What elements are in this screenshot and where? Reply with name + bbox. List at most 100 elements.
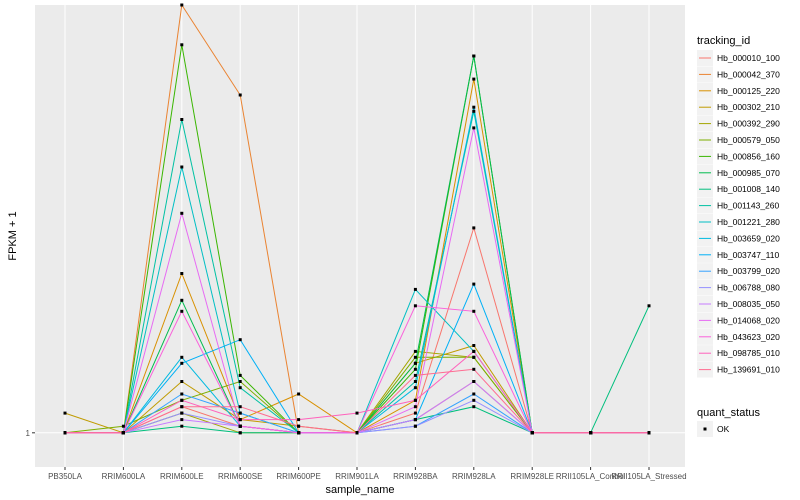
shape-legend-title: quant_status: [697, 407, 760, 419]
data-point: [413, 361, 417, 365]
data-point: [472, 105, 476, 109]
data-point: [647, 431, 651, 435]
legend-label: Hb_000125_220: [717, 86, 780, 96]
data-point: [238, 338, 242, 342]
data-point: [180, 418, 184, 422]
legend-label: Hb_001008_140: [717, 184, 780, 194]
data-point: [472, 109, 476, 113]
data-point: [297, 418, 301, 422]
legend-title: tracking_id: [697, 35, 750, 47]
data-point: [121, 424, 125, 428]
shape-legend-point: [703, 427, 707, 431]
data-point: [472, 392, 476, 396]
data-point: [472, 54, 476, 58]
data-point: [297, 424, 301, 428]
x-tick-label: RRIM600PE: [276, 472, 320, 481]
data-point: [238, 93, 242, 97]
data-point: [180, 411, 184, 415]
data-point: [472, 126, 476, 130]
data-point: [180, 405, 184, 409]
data-point: [413, 349, 417, 353]
data-point: [238, 424, 242, 428]
data-point: [238, 380, 242, 383]
x-tick-label: RRIM600SE: [218, 472, 262, 481]
data-point: [180, 165, 184, 169]
legend-label: Hb_001143_260: [717, 201, 780, 211]
data-point: [413, 398, 417, 402]
legend-label: Hb_000392_290: [717, 119, 780, 129]
data-point: [413, 418, 417, 422]
data-point: [63, 411, 67, 415]
x-tick-label: RRIM928BA: [393, 472, 438, 481]
data-point: [180, 272, 184, 275]
data-point: [238, 373, 242, 377]
x-tick-label: RRIM928LA: [452, 472, 496, 481]
x-tick-label: PB350LA: [48, 472, 82, 481]
data-point: [355, 431, 359, 435]
legend-label: Hb_003799_020: [717, 266, 780, 276]
data-point: [589, 431, 593, 435]
data-point: [238, 418, 242, 422]
data-point: [472, 355, 476, 359]
data-point: [472, 77, 476, 81]
legend-label: Hb_000042_370: [717, 69, 780, 79]
legend-label: Hb_098785_010: [717, 348, 780, 358]
data-point: [180, 361, 184, 365]
legend: tracking_id Hb_000010_100 Hb_000042_370 Hb…: [697, 35, 780, 378]
x-tick-label: RRII105LA_Stressed: [611, 472, 686, 481]
data-point: [472, 380, 476, 383]
legend-label: Hb_043623_020: [717, 332, 780, 342]
data-point: [180, 398, 184, 402]
data-point: [472, 282, 476, 286]
data-point: [121, 431, 125, 435]
data-point: [472, 309, 476, 313]
data-point: [413, 380, 417, 383]
x-tick-label: RRIM600LA: [102, 472, 146, 481]
x-tick-label: RRII105LA_Control: [556, 472, 626, 481]
legend-label: Hb_000302_210: [717, 102, 780, 112]
x-axis-title: sample_name: [325, 484, 394, 496]
data-point: [180, 211, 184, 215]
legend-label: Hb_000010_100: [717, 53, 780, 63]
plot-panel: [35, 5, 685, 467]
data-point: [647, 304, 651, 308]
data-point: [180, 309, 184, 313]
axes: PB350LA RRIM600LA RRIM600LE RRIM600SE RRIM60…: [26, 429, 687, 481]
legend-label: Hb_139691_010: [717, 365, 780, 375]
shape-legend-label: OK: [717, 424, 730, 434]
data-point: [238, 386, 242, 390]
legend-label: Hb_006788_080: [717, 283, 780, 293]
x-tick-label: RRIM600LE: [160, 472, 204, 481]
data-point: [413, 424, 417, 428]
data-point: [472, 226, 476, 230]
data-point: [413, 373, 417, 377]
data-point: [180, 392, 184, 396]
data-point: [355, 411, 359, 415]
legend-label: Hb_001221_280: [717, 217, 780, 227]
data-point: [297, 431, 301, 435]
data-point: [413, 355, 417, 359]
data-point: [180, 3, 184, 7]
x-tick-label: RRIM928LE: [510, 472, 554, 481]
data-point: [238, 405, 242, 409]
legend-label: Hb_014068_020: [717, 315, 780, 325]
data-point: [472, 405, 476, 409]
data-points: [63, 3, 651, 435]
legend-label: Hb_000856_160: [717, 151, 780, 161]
data-point: [472, 398, 476, 402]
data-point: [472, 367, 476, 371]
data-point: [413, 405, 417, 409]
data-point: [238, 411, 242, 415]
data-point: [180, 298, 184, 302]
data-point: [297, 392, 301, 396]
data-point: [413, 287, 417, 291]
data-point: [180, 118, 184, 121]
legend-label: Hb_003747_110: [717, 250, 780, 260]
data-point: [413, 304, 417, 308]
data-point: [180, 380, 184, 383]
data-point: [413, 386, 417, 390]
data-point: [530, 431, 534, 435]
shape-legend: quant_status OK: [697, 407, 760, 437]
x-tick-label: RRIM901LA: [335, 472, 379, 481]
